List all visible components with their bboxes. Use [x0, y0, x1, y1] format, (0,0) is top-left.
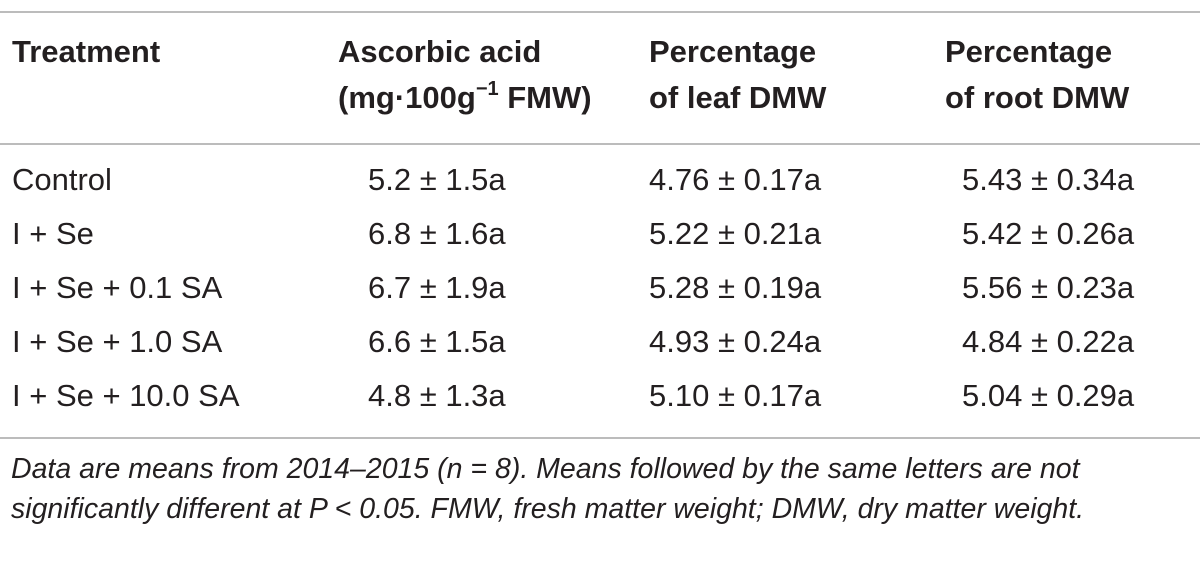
cell-treatment: I + Se + 1.0 SA: [12, 324, 223, 359]
cell-root: 4.84 ± 0.22a: [962, 324, 1135, 359]
header-root-line2: of root DMW: [945, 80, 1130, 115]
cell-ascorbic: 4.8 ± 1.3a: [368, 378, 506, 413]
header-root-dmw: Percentage of root DMW: [945, 29, 1129, 121]
cell-ascorbic: 6.6 ± 1.5a: [368, 324, 506, 359]
header-ascorbic-unit-exponent: −1: [475, 78, 499, 100]
cell-ascorbic: 5.2 ± 1.5a: [368, 162, 506, 197]
header-root-line1: Percentage: [945, 34, 1113, 69]
cell-ascorbic: 6.7 ± 1.9a: [368, 270, 506, 305]
header-leaf-dmw: Percentage of leaf DMW: [649, 29, 826, 121]
cell-leaf: 5.10 ± 0.17a: [649, 378, 822, 413]
cell-treatment: I + Se + 0.1 SA: [12, 270, 223, 305]
header-treatment: Treatment: [12, 34, 161, 69]
cell-root: 5.04 ± 0.29a: [962, 378, 1135, 413]
cell-leaf: 4.93 ± 0.24a: [649, 324, 822, 359]
cell-treatment: Control: [12, 162, 112, 197]
cell-root: 5.56 ± 0.23a: [962, 270, 1135, 305]
cell-treatment: I + Se + 10.0 SA: [12, 378, 240, 413]
cell-ascorbic: 6.8 ± 1.6a: [368, 216, 506, 251]
header-leaf-line1: Percentage: [649, 34, 817, 69]
header-ascorbic-unit-post: FMW): [498, 80, 592, 115]
cell-root: 5.43 ± 0.34a: [962, 162, 1135, 197]
cell-leaf: 4.76 ± 0.17a: [649, 162, 822, 197]
cell-leaf: 5.28 ± 0.19a: [649, 270, 822, 305]
table-bottom-rule: [0, 437, 1200, 439]
header-ascorbic-line1: Ascorbic acid: [338, 34, 542, 69]
header-ascorbic-line2: (mg·100g−1 FMW): [338, 75, 592, 121]
cell-treatment: I + Se: [12, 216, 94, 251]
header-ascorbic-unit-pre: (mg·100g: [338, 80, 476, 115]
header-ascorbic-acid: Ascorbic acid (mg·100g−1 FMW): [338, 29, 592, 121]
header-divider-rule: [0, 143, 1200, 145]
table-top-rule: [0, 11, 1200, 13]
header-leaf-line2: of leaf DMW: [649, 80, 827, 115]
table-footnote: Data are means from 2014–2015 (n = 8). M…: [11, 453, 1085, 525]
cell-leaf: 5.22 ± 0.21a: [649, 216, 822, 251]
cell-root: 5.42 ± 0.26a: [962, 216, 1135, 251]
